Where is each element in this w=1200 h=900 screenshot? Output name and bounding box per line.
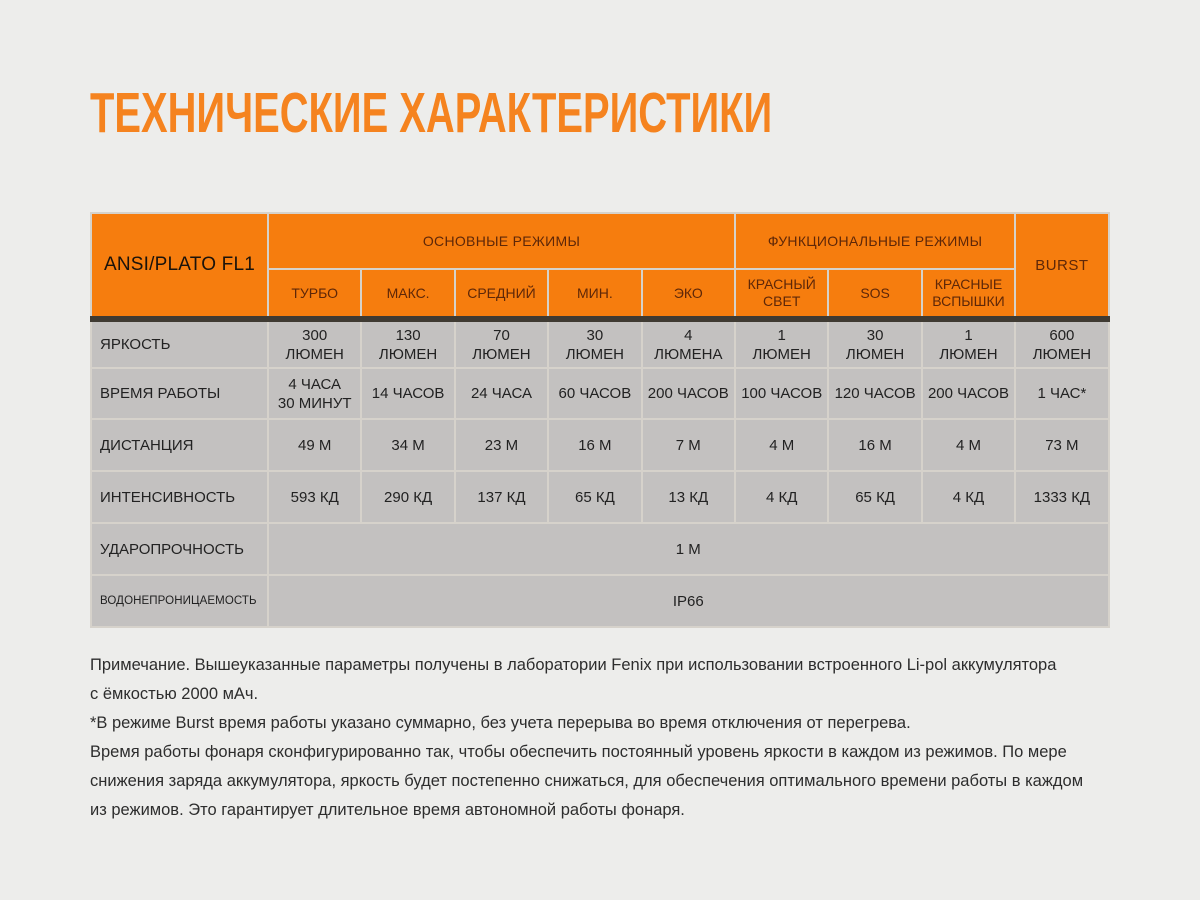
spec-cell: 600 ЛЮМЕН xyxy=(1014,316,1110,369)
group-header-main-modes: ОСНОВНЫЕ РЕЖИМЫ xyxy=(266,212,737,270)
row-label: ИНТЕНСИВНОСТЬ xyxy=(90,470,269,524)
row-label: ВРЕМЯ РАБОТЫ xyxy=(90,367,269,420)
row-distance: ДИСТАНЦИЯ 49 М 34 М 23 М 16 М 7 М 4 М 16… xyxy=(90,418,1110,472)
notes-block: Примечание. Вышеуказанные параметры полу… xyxy=(90,651,1120,825)
standard-label-cell: ANSI/PLATO FL1 xyxy=(90,212,269,320)
spec-cell: 14 ЧАСОВ xyxy=(360,367,456,420)
mode-header-medium: СРЕДНИЙ xyxy=(453,268,550,320)
spec-cell: 4 КД xyxy=(734,470,830,524)
spec-cell: 120 ЧАСОВ xyxy=(827,367,923,420)
spec-cell: 137 КД xyxy=(453,470,550,524)
mode-header-red-light: КРАСНЫЙ СВЕТ xyxy=(734,268,830,320)
spec-cell: 73 М xyxy=(1014,418,1110,472)
spec-table: ANSI/PLATO FL1 ОСНОВНЫЕ РЕЖИМЫ ФУНКЦИОНА… xyxy=(90,212,1110,628)
note-line: снижения заряда аккумулятора, яркость бу… xyxy=(90,772,1084,790)
mode-header-sos: SOS xyxy=(827,268,923,320)
burst-header-cell: BURST xyxy=(1014,212,1110,320)
spec-cell-merged: 1 М xyxy=(267,522,1110,576)
spec-cell: 1 ЛЮМЕН xyxy=(920,316,1017,369)
spec-cell: 30 ЛЮМЕН xyxy=(827,316,923,369)
spec-cell: 1333 КД xyxy=(1014,470,1110,524)
mode-header-eco: ЭКО xyxy=(640,268,737,320)
note-line: Время работы фонаря сконфигурированно та… xyxy=(90,743,1067,761)
spec-cell: 49 М xyxy=(266,418,363,472)
row-brightness: ЯРКОСТЬ 300 ЛЮМЕН 130 ЛЮМЕН 70 ЛЮМЕН 30 … xyxy=(90,316,1110,369)
note-line: с ёмкостью 2000 мАч. xyxy=(90,685,259,703)
spec-cell: 23 М xyxy=(453,418,550,472)
row-label: ЯРКОСТЬ xyxy=(90,316,269,369)
spec-cell: 13 КД xyxy=(640,470,737,524)
spec-cell: 16 М xyxy=(547,418,643,472)
spec-cell: 60 ЧАСОВ xyxy=(547,367,643,420)
spec-cell: 4 КД xyxy=(920,470,1017,524)
spec-cell: 200 ЧАСОВ xyxy=(920,367,1017,420)
group-header-functional-modes: ФУНКЦИОНАЛЬНЫЕ РЕЖИМЫ xyxy=(734,212,1017,270)
row-impact-resistance: УДАРОПРОЧНОСТЬ 1 М xyxy=(90,522,1110,576)
row-intensity: ИНТЕНСИВНОСТЬ 593 КД 290 КД 137 КД 65 КД… xyxy=(90,470,1110,524)
spec-cell: 4 ЛЮМЕНА xyxy=(640,316,737,369)
spec-cell: 16 М xyxy=(827,418,923,472)
spec-cell: 1 ЧАС* xyxy=(1014,367,1110,420)
mode-header-turbo: ТУРБО xyxy=(266,268,363,320)
mode-header-red-flash: КРАСНЫЕ ВСПЫШКИ xyxy=(920,268,1017,320)
note-line: *В режиме Burst время работы указано сум… xyxy=(90,714,911,732)
spec-cell: 4 М xyxy=(734,418,830,472)
spec-cell: 7 М xyxy=(640,418,737,472)
spec-cell: 1 ЛЮМЕН xyxy=(734,316,830,369)
spec-cell: 4 ЧАСА 30 МИНУТ xyxy=(266,367,363,420)
spec-cell-merged: IP66 xyxy=(267,574,1110,628)
spec-cell: 200 ЧАСОВ xyxy=(640,367,737,420)
row-label: УДАРОПРОЧНОСТЬ xyxy=(90,522,269,576)
note-line: из режимов. Это гарантирует длительное в… xyxy=(90,801,685,819)
row-label: ВОДОНЕПРОНИЦАЕМОСТЬ xyxy=(90,574,269,628)
spec-cell: 34 М xyxy=(360,418,456,472)
page-title: ТЕХНИЧЕСКИЕ ХАРАКТЕРИСТИКИ xyxy=(90,81,773,145)
row-waterproof: ВОДОНЕПРОНИЦАЕМОСТЬ IP66 xyxy=(90,574,1110,628)
spec-cell: 30 ЛЮМЕН xyxy=(547,316,643,369)
note-line: Примечание. Вышеуказанные параметры полу… xyxy=(90,656,1057,674)
spec-cell: 4 М xyxy=(920,418,1017,472)
spec-cell: 593 КД xyxy=(266,470,363,524)
row-label: ДИСТАНЦИЯ xyxy=(90,418,269,472)
spec-cell: 300 ЛЮМЕН xyxy=(266,316,363,369)
mode-header-min: МИН. xyxy=(547,268,643,320)
spec-cell: 100 ЧАСОВ xyxy=(734,367,830,420)
spec-cell: 65 КД xyxy=(827,470,923,524)
spec-cell: 70 ЛЮМЕН xyxy=(453,316,550,369)
mode-header-max: МАКС. xyxy=(360,268,456,320)
spec-cell: 130 ЛЮМЕН xyxy=(360,316,456,369)
spec-cell: 290 КД xyxy=(360,470,456,524)
row-runtime: ВРЕМЯ РАБОТЫ 4 ЧАСА 30 МИНУТ 14 ЧАСОВ 24… xyxy=(90,367,1110,420)
spec-cell: 65 КД xyxy=(547,470,643,524)
spec-cell: 24 ЧАСА xyxy=(453,367,550,420)
mode-header-row: ТУРБО МАКС. СРЕДНИЙ МИН. ЭКО КРАСНЫЙ СВЕ… xyxy=(91,268,1109,320)
group-header-row: ANSI/PLATO FL1 ОСНОВНЫЕ РЕЖИМЫ ФУНКЦИОНА… xyxy=(90,212,1110,320)
